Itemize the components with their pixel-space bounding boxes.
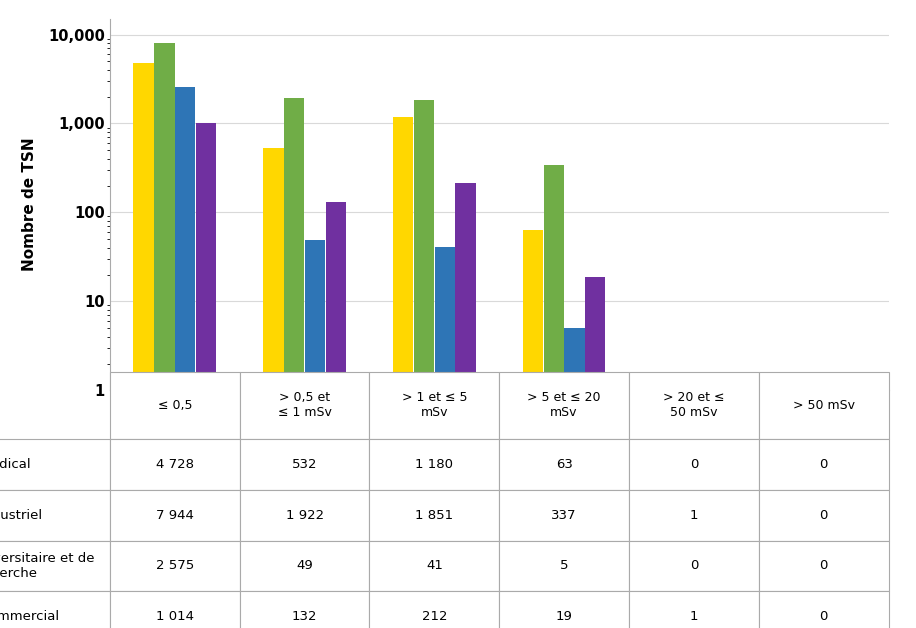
Bar [196, 123, 216, 628]
Bar [154, 43, 175, 628]
Bar [673, 391, 693, 628]
Bar [263, 148, 284, 628]
Bar [564, 328, 584, 628]
Y-axis label: Nombre de TSN: Nombre de TSN [22, 138, 37, 271]
Bar [714, 391, 736, 628]
Bar [305, 240, 325, 628]
Bar [134, 63, 154, 628]
Bar [393, 117, 413, 628]
Bar [284, 98, 304, 628]
Bar [325, 202, 346, 628]
Bar [585, 276, 605, 628]
Bar [175, 87, 195, 628]
Bar [523, 230, 543, 628]
Bar [543, 165, 564, 628]
Bar [455, 183, 475, 628]
Bar [434, 247, 455, 628]
Bar [414, 100, 434, 628]
